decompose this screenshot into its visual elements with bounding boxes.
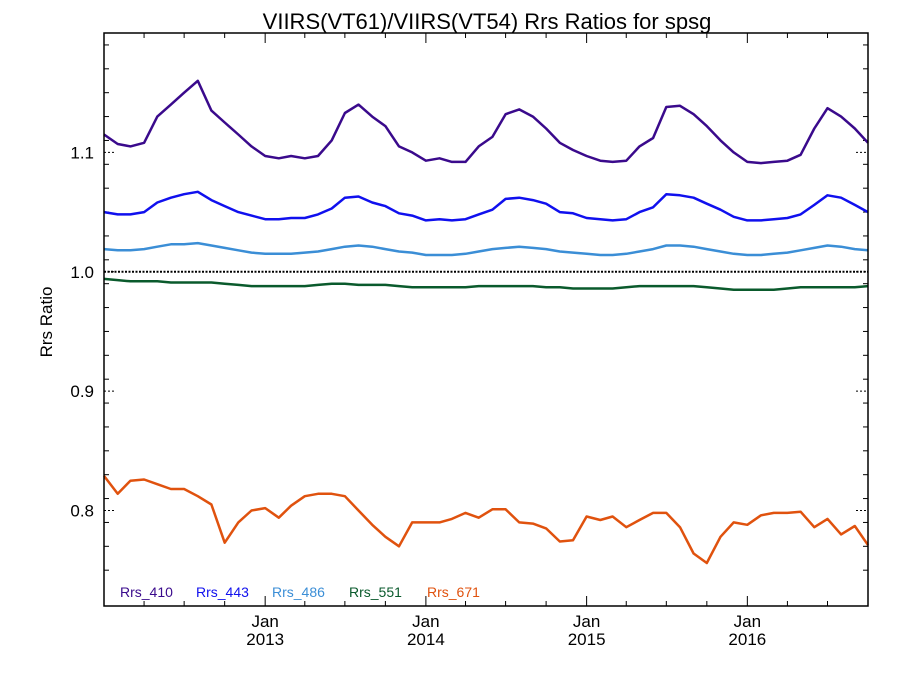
x-tick-year: 2013 bbox=[246, 630, 284, 649]
plot-frame bbox=[103, 32, 869, 607]
series-line-rrs-410 bbox=[103, 79, 869, 165]
x-tick-year: 2015 bbox=[568, 630, 606, 649]
chart-title: VIIRS(VT61)/VIIRS(VT54) Rrs Ratios for s… bbox=[263, 9, 712, 34]
legend-entry: Rrs_671 bbox=[427, 584, 480, 600]
x-tick-month: Jan bbox=[251, 612, 278, 631]
legend-entry: Rrs_443 bbox=[196, 584, 249, 600]
legend-entry: Rrs_410 bbox=[120, 584, 173, 600]
x-tick-month: Jan bbox=[573, 612, 600, 631]
y-tick-label: 0.9 bbox=[70, 382, 94, 401]
legend-entry: Rrs_551 bbox=[349, 584, 402, 600]
series-line-rrs-486 bbox=[103, 241, 869, 257]
plot-area: 0.80.91.01.1Jan2013Jan2014Jan2015Jan2016… bbox=[70, 33, 870, 649]
legend-entry: Rrs_486 bbox=[272, 584, 325, 600]
y-tick-label: 1.0 bbox=[70, 263, 94, 282]
x-tick-month: Jan bbox=[412, 612, 439, 631]
series-line-rrs-671 bbox=[103, 475, 870, 565]
series-line-rrs-443 bbox=[103, 190, 869, 222]
y-axis-label: Rrs Ratio bbox=[37, 287, 56, 358]
x-tick-year: 2016 bbox=[728, 630, 766, 649]
x-tick-month: Jan bbox=[734, 612, 761, 631]
x-tick-year: 2014 bbox=[407, 630, 445, 649]
series-line-rrs-551 bbox=[103, 277, 869, 291]
y-tick-label: 1.1 bbox=[70, 143, 94, 162]
y-tick-label: 0.8 bbox=[70, 502, 94, 521]
